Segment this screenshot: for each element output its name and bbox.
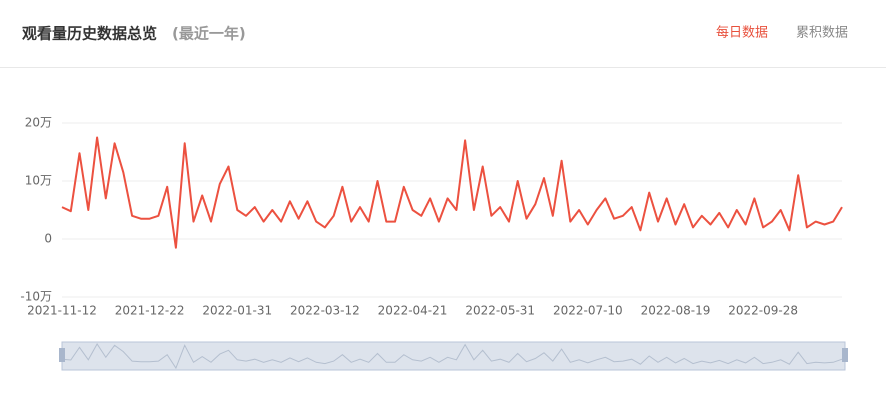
y-tick-label: 10万 bbox=[25, 174, 52, 188]
zoom-handle[interactable] bbox=[842, 348, 848, 362]
title: 观看量历史数据总览 bbox=[22, 25, 157, 43]
x-tick-label: 2022-09-28 bbox=[728, 304, 798, 318]
x-tick-label: 2021-12-22 bbox=[115, 304, 185, 318]
x-tick-label: 2022-03-12 bbox=[290, 304, 360, 318]
zoom-slider[interactable] bbox=[61, 341, 846, 371]
tab[interactable]: 累积数据 bbox=[796, 26, 848, 41]
mini-area bbox=[61, 343, 843, 370]
x-tick-label: 2021-11-12 bbox=[27, 304, 97, 318]
x-tick-label: 2022-08-19 bbox=[641, 304, 711, 318]
tab[interactable]: 每日数据 bbox=[716, 25, 768, 41]
subtitle: (最近一年) bbox=[172, 25, 246, 43]
zoom-handle[interactable] bbox=[59, 348, 65, 362]
plot: -10万 0 10万 20万 2021-11-12 2021-12-22 2022-01-3… bbox=[20, 116, 843, 318]
y-tick-label: 0 bbox=[44, 232, 52, 246]
line bbox=[61, 136, 843, 249]
x-tick-label: 2022-04-21 bbox=[378, 304, 448, 318]
y-tick-label: -10万 bbox=[20, 290, 52, 304]
x-tick-label: 2022-01-31 bbox=[202, 304, 272, 318]
x-tick-label: 2022-05-31 bbox=[465, 304, 535, 318]
y-tick-label: 20万 bbox=[25, 116, 52, 130]
x-tick-label: 2022-07-10 bbox=[553, 304, 623, 318]
mini bbox=[61, 343, 843, 370]
